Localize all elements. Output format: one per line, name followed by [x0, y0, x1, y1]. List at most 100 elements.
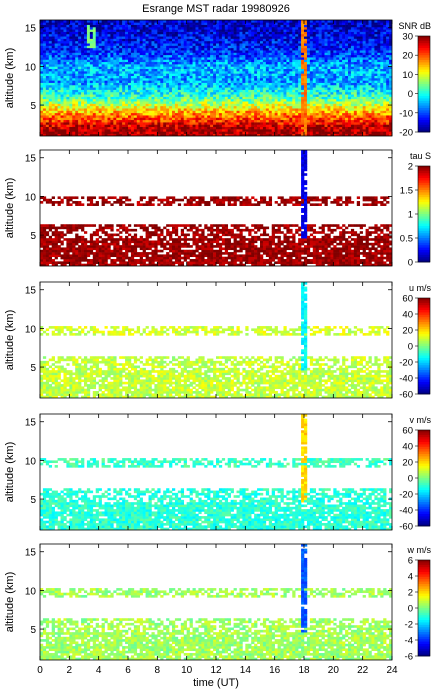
heatmap-cell [283, 40, 287, 44]
heatmap-cell [72, 71, 76, 74]
heatmap-cell [40, 117, 44, 121]
heatmap-cell [210, 47, 214, 51]
heatmap-cell [292, 103, 296, 107]
heatmap-cell [54, 71, 58, 74]
heatmap-cell [207, 101, 211, 104]
heatmap-cell [86, 122, 91, 125]
heatmap-cell [145, 78, 149, 81]
heatmap-cell [139, 82, 143, 86]
heatmap-cell [233, 45, 237, 49]
heatmap-cell [180, 71, 185, 74]
heatmap-cell [374, 68, 378, 72]
heatmap-cell [192, 50, 196, 53]
heatmap-cell [172, 115, 176, 118]
heatmap-cell [57, 110, 61, 114]
heatmap-cell [151, 117, 155, 121]
heatmap-cell [359, 133, 363, 136]
heatmap-cell [104, 98, 108, 102]
heatmap-cell [95, 52, 99, 56]
heatmap-cell [345, 112, 349, 116]
heatmap-cell [142, 96, 146, 100]
heatmap-cell [283, 47, 287, 51]
heatmap-cell [230, 38, 234, 42]
heatmap-cell [280, 131, 284, 134]
heatmap-cell [239, 68, 243, 72]
heatmap-cell [295, 47, 299, 51]
heatmap-cell [92, 103, 97, 107]
heatmap-cell [236, 94, 240, 97]
heatmap-cell [251, 133, 255, 136]
heatmap-cell [136, 94, 141, 97]
heatmap-cell [42, 73, 47, 76]
heatmap-cell [371, 126, 375, 130]
heatmap-cell [174, 61, 179, 65]
heatmap-cell [245, 98, 249, 102]
heatmap-cell [342, 75, 346, 79]
heatmap-cell [42, 126, 47, 130]
heatmap-cell [242, 40, 246, 44]
heatmap-cell [163, 68, 167, 72]
heatmap-cell [312, 45, 317, 49]
heatmap-cell [204, 57, 208, 60]
heatmap-cell [295, 112, 299, 116]
heatmap-cell [356, 78, 361, 81]
heatmap-cell [309, 73, 314, 76]
heatmap-cell [345, 124, 349, 128]
heatmap-cell [54, 98, 58, 102]
heatmap-cell [268, 78, 273, 81]
heatmap-cell [84, 96, 88, 100]
heatmap-cell [268, 61, 273, 65]
heatmap-cell [386, 73, 390, 76]
heatmap-cell [350, 94, 355, 97]
heatmap-cell [245, 71, 249, 74]
heatmap-cell [298, 115, 302, 118]
heatmap-cell [345, 80, 349, 83]
heatmap-cell [377, 75, 381, 79]
heatmap-cell [280, 47, 284, 51]
heatmap-cell [348, 84, 352, 88]
heatmap-cell [110, 75, 114, 79]
heatmap-cell [309, 101, 314, 104]
heatmap-cell [81, 108, 85, 111]
heatmap-cell [81, 124, 85, 128]
heatmap-cell [309, 112, 314, 116]
heatmap-cell [119, 82, 123, 86]
heatmap-cell [133, 80, 138, 83]
heatmap-cell [315, 43, 319, 46]
heatmap-cell [312, 110, 317, 114]
heatmap-cell [245, 52, 249, 56]
heatmap-cell [189, 82, 193, 86]
heatmap-cell [254, 126, 258, 130]
heatmap-cell [160, 96, 164, 100]
heatmap-cell [113, 115, 117, 118]
heatmap-cell [69, 43, 73, 46]
heatmap-cell [345, 52, 349, 56]
heatmap-cell [69, 57, 73, 60]
heatmap-cell [304, 73, 308, 76]
heatmap-cell [189, 64, 193, 67]
heatmap-cell [224, 66, 229, 70]
heatmap-cell [298, 43, 302, 46]
heatmap-cell [233, 38, 237, 42]
heatmap-cell [60, 96, 64, 100]
heatmap-cell [198, 75, 202, 79]
heatmap-cell [230, 105, 234, 109]
heatmap-cell [348, 87, 352, 90]
heatmap-cell [386, 80, 390, 83]
heatmap-cell [353, 94, 358, 97]
heatmap-cell [213, 98, 217, 102]
heatmap-cell [356, 84, 361, 88]
heatmap-cell [172, 108, 176, 111]
heatmap-cell [60, 59, 64, 63]
heatmap-cell [154, 122, 158, 125]
heatmap-cell [368, 91, 372, 95]
heatmap-cell [40, 80, 44, 83]
heatmap-cell [251, 73, 255, 76]
heatmap-cell [380, 105, 384, 109]
heatmap-cell [312, 80, 317, 83]
heatmap-cell [98, 124, 102, 128]
heatmap-cell [130, 78, 135, 81]
heatmap-cell [371, 117, 375, 121]
heatmap-cell [268, 119, 273, 123]
heatmap-cell [201, 119, 205, 123]
